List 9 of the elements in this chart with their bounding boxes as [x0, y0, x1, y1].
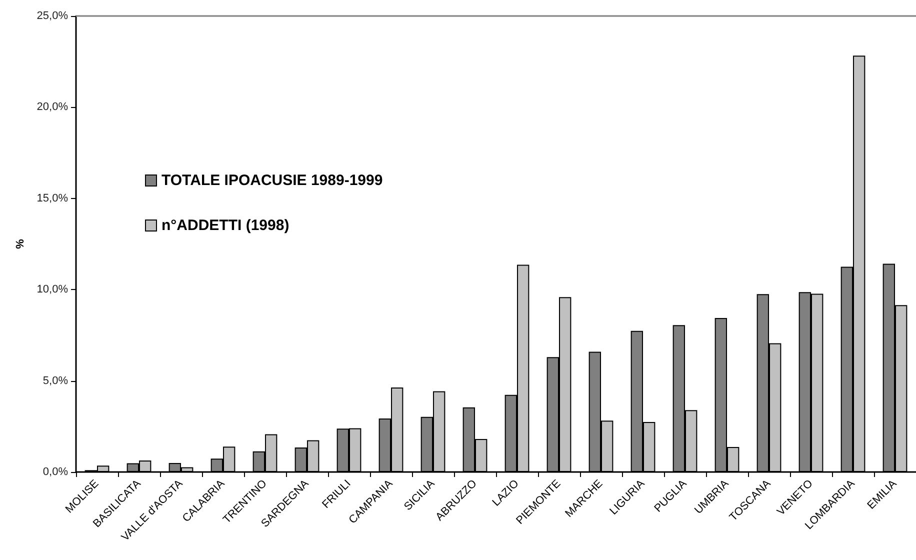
- y-tick-label: 0,0%: [42, 466, 68, 478]
- y-tick-label: 20,0%: [36, 101, 68, 114]
- y-tick-label: 5,0%: [42, 374, 68, 387]
- y-tick-label: 15,0%: [36, 192, 68, 204]
- y-axis-title: %: [14, 238, 26, 249]
- y-tick-label: 25,0%: [36, 10, 68, 22]
- legend-label: TOTALE IPOACUSIE 1989-1999: [162, 172, 383, 189]
- legend-label: n°ADDETTI (1998): [162, 217, 290, 234]
- y-tick-label: 10,0%: [36, 284, 68, 296]
